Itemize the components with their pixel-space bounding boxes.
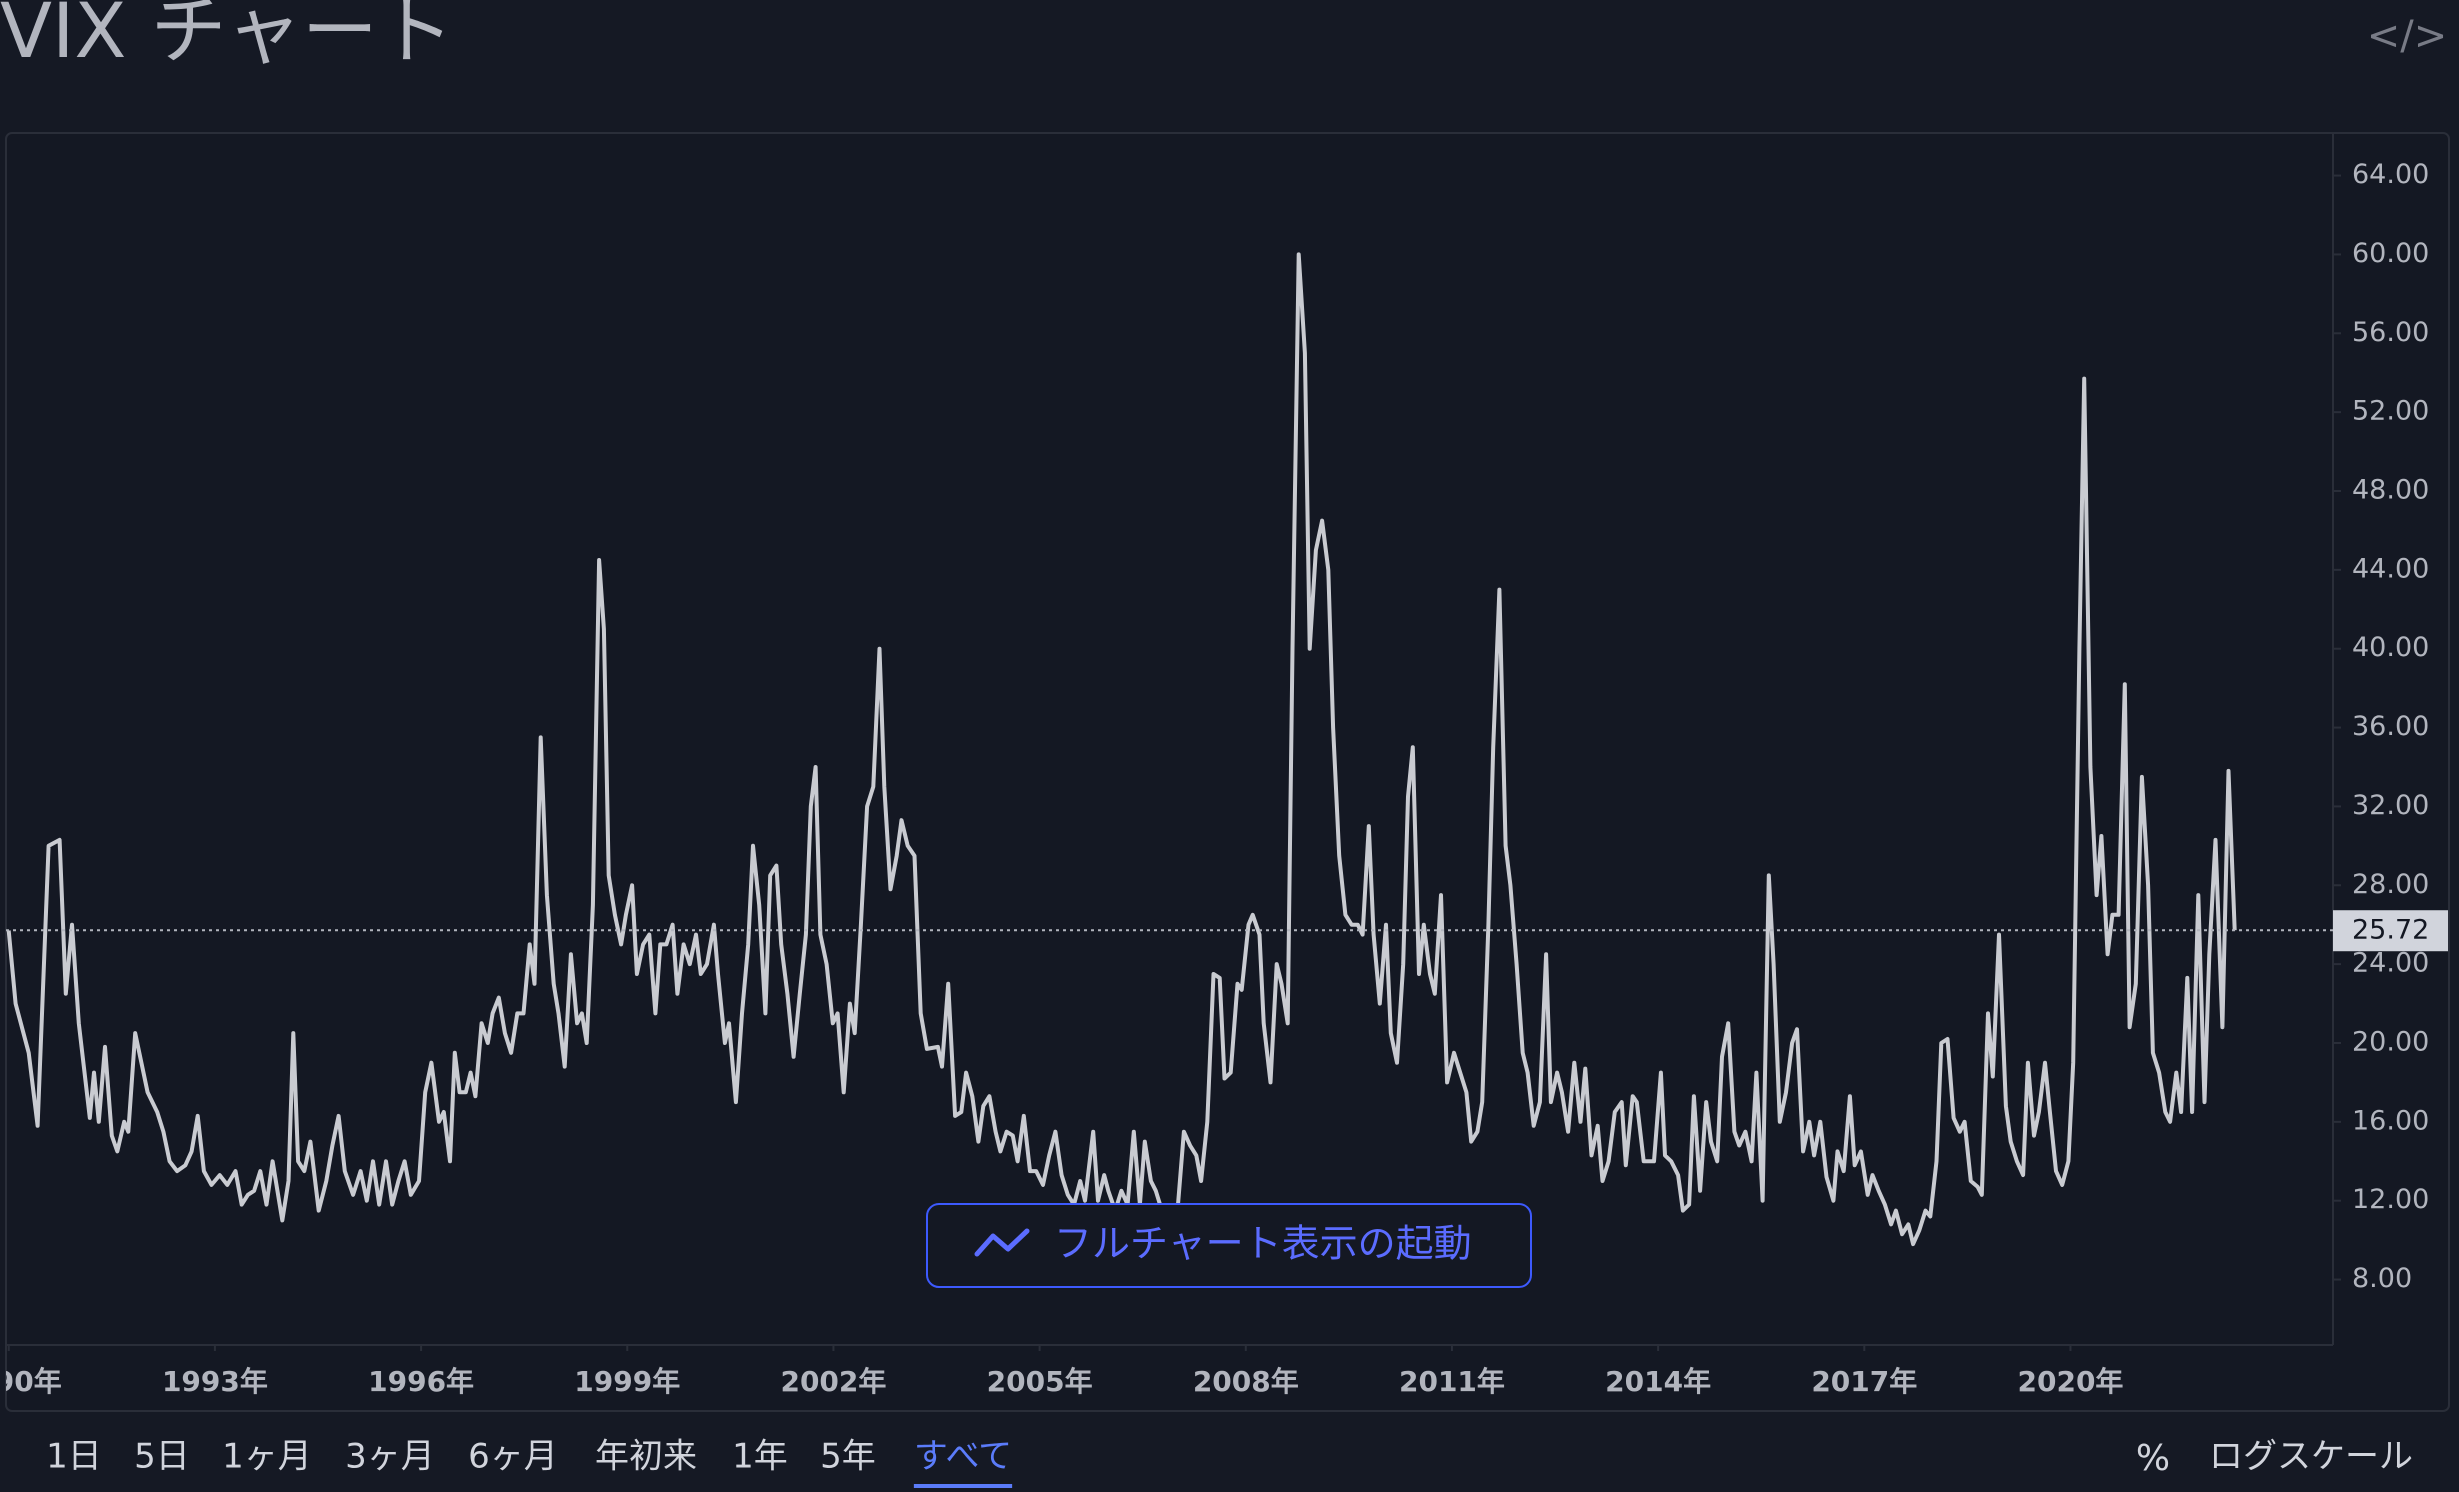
range-button[interactable]: 年初来 bbox=[595, 1437, 697, 1477]
y-tick-label: 8.00 bbox=[2352, 1263, 2412, 1294]
y-tick-label: 44.00 bbox=[2352, 553, 2429, 584]
y-tick-label: 52.00 bbox=[2352, 396, 2429, 427]
y-tick-label: 56.00 bbox=[2352, 317, 2429, 348]
range-button[interactable]: 5日 bbox=[134, 1437, 190, 1477]
footer-bar: % ログスケール 1日 5日 1ヶ月 3ヶ月 6ヶ月 年初来 1年 5年 すべて bbox=[46, 1437, 2413, 1488]
y-tick-label: 36.00 bbox=[2352, 711, 2429, 742]
y-tick-label: 12.00 bbox=[2352, 1184, 2429, 1215]
x-tick-label: 1996年 bbox=[368, 1365, 474, 1398]
embed-icon[interactable]: </> bbox=[2367, 13, 2448, 59]
x-tick-label: 2017年 bbox=[1811, 1365, 1917, 1398]
active-range-underline bbox=[913, 1484, 1013, 1488]
y-tick-label: 24.00 bbox=[2352, 948, 2429, 979]
y-tick-label: 64.00 bbox=[2352, 159, 2429, 190]
current-value-label: 25.72 bbox=[2352, 915, 2429, 946]
full-chart-button-label[interactable]: フルチャート表示の起動 bbox=[1054, 1222, 1472, 1266]
widget-title: VIX チャート bbox=[0, 0, 454, 75]
percent-toggle[interactable]: % bbox=[2136, 1438, 2170, 1479]
x-tick-label: 2008年 bbox=[1193, 1365, 1299, 1398]
time-axis: 1990年 1993年 1996年 1999年 2002年 2005年 2008年 2011年… bbox=[0, 1345, 2124, 1398]
range-button[interactable]: 1ヶ月 bbox=[222, 1437, 312, 1477]
button-icon bbox=[974, 1228, 1030, 1257]
full-chart-button[interactable] bbox=[926, 1203, 1532, 1288]
x-tick-label: 1990年 bbox=[0, 1365, 62, 1398]
range-button[interactable]: 5年 bbox=[820, 1437, 876, 1477]
y-tick-label: 32.00 bbox=[2352, 790, 2429, 821]
log-scale-toggle[interactable]: ログスケール bbox=[2209, 1437, 2413, 1477]
range-button[interactable]: 1年 bbox=[732, 1437, 788, 1477]
x-tick-label: 2002年 bbox=[780, 1365, 886, 1398]
range-button[interactable]: 6ヶ月 bbox=[468, 1437, 558, 1477]
x-tick-label: 2014年 bbox=[1605, 1365, 1711, 1398]
x-tick-label: 2011年 bbox=[1399, 1365, 1505, 1398]
y-tick-label: 28.00 bbox=[2352, 869, 2429, 900]
y-tick-label: 40.00 bbox=[2352, 632, 2429, 663]
current-value-badge bbox=[2333, 910, 2448, 952]
x-tick-label: 2005年 bbox=[987, 1365, 1093, 1398]
price-axis: 8.00 12.00 16.00 20.00 24.00 28.00 32.00 36.00 4… bbox=[2333, 159, 2448, 1294]
chart-frame bbox=[5, 132, 2450, 1412]
x-tick-label: 2020年 bbox=[2018, 1365, 2124, 1398]
range-button[interactable]: 1日 bbox=[46, 1437, 102, 1477]
range-button[interactable]: すべて bbox=[914, 1437, 1012, 1477]
y-tick-label: 16.00 bbox=[2352, 1105, 2429, 1136]
x-tick-label: 1993年 bbox=[162, 1365, 268, 1398]
overlay: フルチャート表示の起動 bbox=[926, 1203, 1532, 1288]
y-tick-label: 20.00 bbox=[2352, 1026, 2429, 1057]
x-tick-label: 1999年 bbox=[574, 1365, 680, 1398]
y-tick-label: 48.00 bbox=[2352, 475, 2429, 506]
range-button[interactable]: 3ヶ月 bbox=[345, 1437, 435, 1477]
y-tick-label: 60.00 bbox=[2352, 238, 2429, 269]
